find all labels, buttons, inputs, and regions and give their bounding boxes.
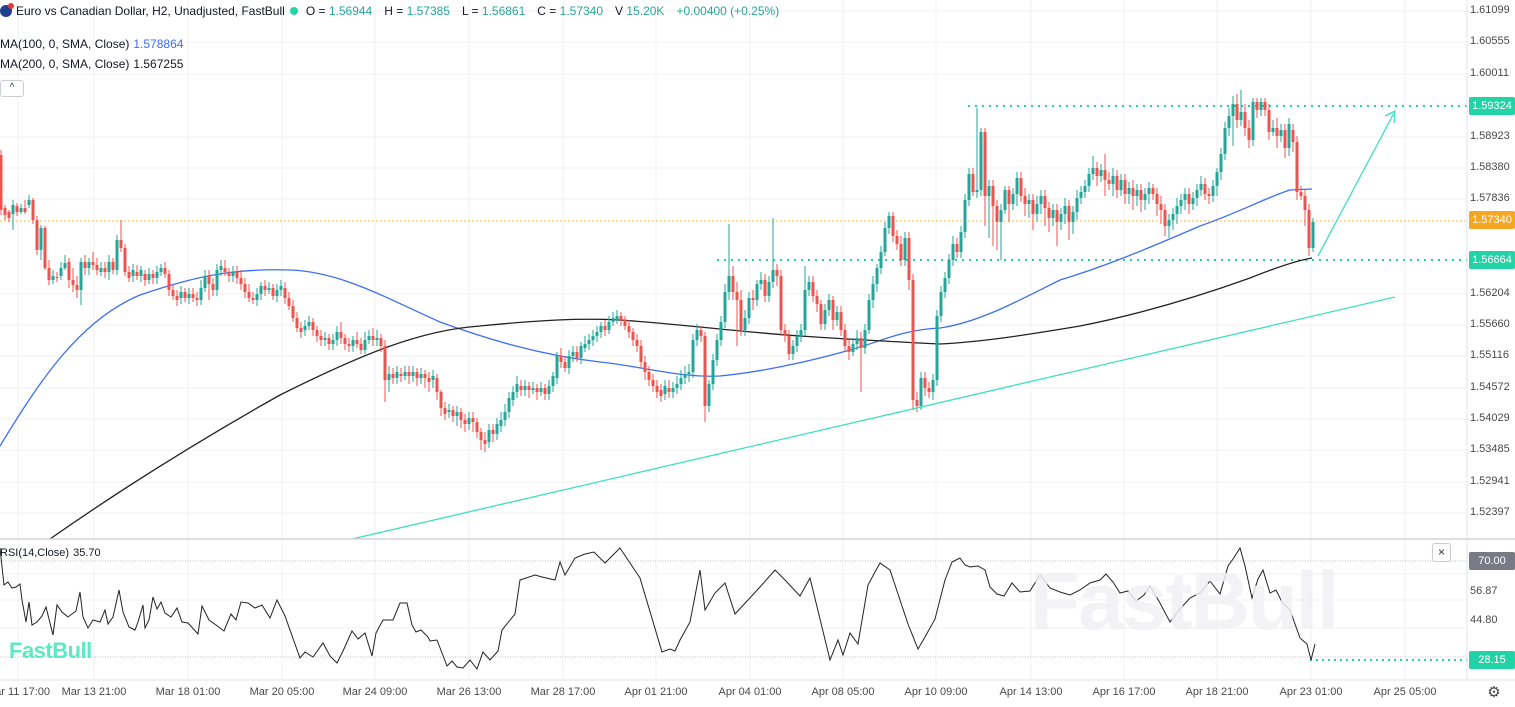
price-tick: 1.52397 bbox=[1470, 506, 1510, 518]
low-label: L = bbox=[461, 4, 479, 18]
price-tick: 1.53485 bbox=[1470, 443, 1510, 455]
price-tick: 1.57836 bbox=[1470, 192, 1510, 204]
rsi-legend[interactable]: RSI(14,Close) 35.70 bbox=[0, 547, 101, 559]
ma100-value: 1.578864 bbox=[133, 37, 184, 51]
eur-cad-flag-icon bbox=[0, 3, 14, 17]
time-tick: Apr 16 17:00 bbox=[1092, 686, 1156, 698]
fastbull-watermark: FastBull bbox=[1030, 556, 1339, 647]
rsi-line bbox=[0, 546, 1316, 671]
settings-gear-icon[interactable]: ⚙ bbox=[1487, 684, 1501, 701]
symbol-title: Euro vs Canadian Dollar, H2, Unadjusted,… bbox=[16, 4, 285, 18]
price-tick: 1.54029 bbox=[1470, 412, 1510, 424]
price-tick: 1.55660 bbox=[1470, 318, 1510, 330]
close-label: C = bbox=[537, 4, 557, 18]
price-tag: 1.59324 bbox=[1469, 97, 1515, 115]
ma100-legend[interactable]: MA(100, 0, SMA, Close) 1.578864 bbox=[0, 37, 183, 51]
price-tick: 1.61099 bbox=[1470, 4, 1510, 16]
volume-label: V bbox=[615, 4, 624, 18]
price-tick: 1.55116 bbox=[1470, 349, 1509, 361]
time-tick: Apr 10 09:00 bbox=[904, 686, 968, 698]
time-tick: Mar 28 17:00 bbox=[530, 686, 596, 698]
price-tick: 1.58923 bbox=[1470, 130, 1510, 142]
time-tick: Mar 13 21:00 bbox=[61, 686, 127, 698]
time-tick: Apr 08 05:00 bbox=[811, 686, 875, 698]
chevron-up-icon: ^ bbox=[9, 82, 15, 93]
high-value: 1.57385 bbox=[406, 4, 450, 18]
time-tick: Mar 18 01:00 bbox=[155, 686, 221, 698]
rsi-tick: 44.80 bbox=[1470, 614, 1498, 626]
volume-value: 15.20K bbox=[626, 4, 665, 18]
low-value: 1.56861 bbox=[481, 4, 526, 18]
horizontal-levels bbox=[0, 105, 1467, 661]
price-tag: 1.56664 bbox=[1469, 251, 1515, 269]
price-tick: 1.60011 bbox=[1470, 67, 1509, 79]
price-tick: 1.54572 bbox=[1470, 381, 1510, 393]
trend-drawings bbox=[351, 109, 1396, 540]
market-status-dot-icon bbox=[289, 7, 298, 15]
price-tag: 70.00 bbox=[1469, 552, 1515, 570]
price-tick: 1.52941 bbox=[1470, 475, 1510, 487]
time-tick: Apr 25 05:00 bbox=[1373, 686, 1437, 698]
open-label: O = bbox=[305, 4, 326, 18]
rsi-label: RSI(14,Close) bbox=[0, 547, 70, 559]
price-tick: 1.56204 bbox=[1470, 287, 1510, 299]
time-tick: Apr 01 21:00 bbox=[624, 686, 688, 698]
close-rsi-button[interactable]: × bbox=[1432, 543, 1451, 562]
time-tick: Apr 14 13:00 bbox=[999, 686, 1063, 698]
time-tick: Apr 18 21:00 bbox=[1185, 686, 1249, 698]
time-tick: Mar 20 05:00 bbox=[249, 686, 315, 698]
price-tick: 1.58380 bbox=[1470, 161, 1510, 173]
ma200-value: 1.567255 bbox=[133, 57, 184, 71]
time-tick: Mar 24 09:00 bbox=[342, 686, 408, 698]
time-tick: Apr 04 01:00 bbox=[718, 686, 782, 698]
close-icon: × bbox=[1437, 545, 1445, 559]
ma100-label: MA(100, 0, SMA, Close) bbox=[0, 37, 130, 51]
price-tag: 1.57340 bbox=[1469, 211, 1515, 229]
ma200-legend[interactable]: MA(200, 0, SMA, Close) 1.567255 bbox=[0, 57, 183, 71]
time-tick: Mar 26 13:00 bbox=[436, 686, 502, 698]
high-label: H = bbox=[384, 4, 404, 18]
candlesticks bbox=[0, 90, 1315, 452]
time-tick: Apr 23 01:00 bbox=[1279, 686, 1343, 698]
symbol-legend: Euro vs Canadian Dollar, H2, Unadjusted,… bbox=[0, 3, 791, 18]
pane-frames bbox=[0, 0, 1515, 681]
price-change: +0.00400 (+0.25%) bbox=[676, 4, 780, 18]
rsi-value: 35.70 bbox=[73, 547, 101, 559]
price-tag: 28.15 bbox=[1469, 651, 1515, 669]
open-value: 1.56944 bbox=[328, 4, 373, 18]
rsi-tick: 56.87 bbox=[1470, 585, 1498, 597]
close-value: 1.57340 bbox=[559, 4, 604, 18]
time-tick: Mar 11 17:00 bbox=[0, 686, 51, 698]
price-tick: 1.60555 bbox=[1470, 35, 1510, 47]
collapse-indicators-button[interactable]: ^ bbox=[0, 80, 24, 97]
fastbull-logo: FastBull bbox=[9, 638, 92, 663]
ma200-label: MA(200, 0, SMA, Close) bbox=[0, 57, 130, 71]
